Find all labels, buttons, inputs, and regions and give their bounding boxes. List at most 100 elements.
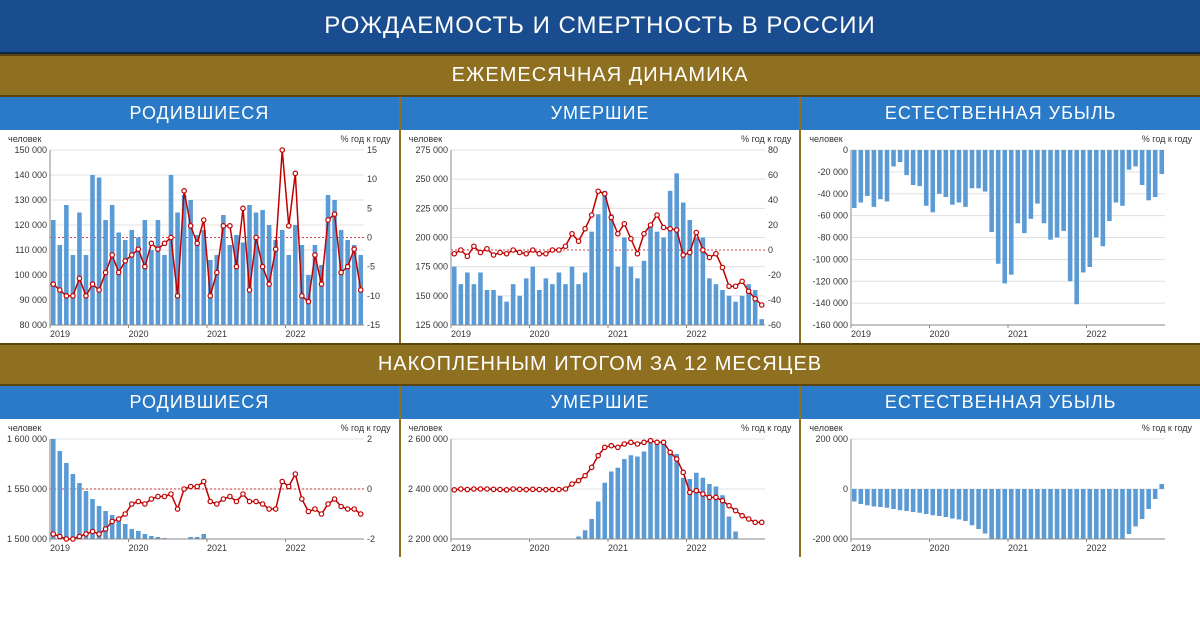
svg-text:-40: -40 [768, 295, 781, 305]
svg-text:-5: -5 [367, 262, 375, 272]
axis-label-right: % год к году [1142, 134, 1192, 144]
svg-text:2022: 2022 [1087, 543, 1107, 553]
svg-text:175 000: 175 000 [415, 262, 448, 272]
chart-header: УМЕРШИЕ [401, 97, 800, 130]
svg-text:2 400 000: 2 400 000 [408, 484, 448, 494]
chart-cell-births-cumulative: РОДИВШИЕСЯ человек % год к году 1 500 00… [0, 386, 399, 557]
chart-header: УМЕРШИЕ [401, 386, 800, 419]
svg-text:0: 0 [367, 484, 372, 494]
chart-cell-deaths-monthly: УМЕРШИЕ человек % год к году 125 000 150 … [399, 97, 800, 343]
svg-text:2020: 2020 [930, 329, 950, 339]
svg-text:2021: 2021 [608, 543, 628, 553]
axis-label-right: % год к году [741, 134, 791, 144]
svg-text:2020: 2020 [529, 329, 549, 339]
svg-text:125 000: 125 000 [415, 320, 448, 330]
chart-header: РОДИВШИЕСЯ [0, 386, 399, 419]
svg-text:225 000: 225 000 [415, 203, 448, 213]
axis-label-left: человек [8, 134, 41, 144]
svg-text:-140 000: -140 000 [813, 298, 849, 308]
svg-text:-40 000: -40 000 [818, 189, 849, 199]
chart-header: ЕСТЕСТВЕННАЯ УБЫЛЬ [801, 386, 1200, 419]
svg-text:2019: 2019 [50, 543, 70, 553]
svg-text:275 000: 275 000 [415, 146, 448, 155]
axis-label-left: человек [8, 423, 41, 433]
svg-text:250 000: 250 000 [415, 174, 448, 184]
svg-text:-80 000: -80 000 [818, 233, 849, 243]
svg-text:40: 40 [768, 195, 778, 205]
svg-text:80 000: 80 000 [19, 320, 47, 330]
svg-text:2019: 2019 [851, 329, 871, 339]
axis-label-right: % год к году [340, 423, 390, 433]
svg-text:150 000: 150 000 [415, 291, 448, 301]
svg-text:2022: 2022 [286, 329, 306, 339]
svg-text:2: 2 [367, 435, 372, 444]
svg-text:2022: 2022 [1087, 329, 1107, 339]
chart-header: ЕСТЕСТВЕННАЯ УБЫЛЬ [801, 97, 1200, 130]
svg-text:80: 80 [768, 146, 778, 155]
chart-cell-decrease-monthly: ЕСТЕСТВЕННАЯ УБЫЛЬ человек % год к году … [799, 97, 1200, 343]
svg-text:-15: -15 [367, 320, 380, 330]
svg-text:2020: 2020 [930, 543, 950, 553]
svg-text:120 000: 120 000 [14, 220, 47, 230]
svg-text:1 550 000: 1 550 000 [7, 484, 47, 494]
chart-svg-deaths-cumulative: 2 200 0002 400 0002 600 0002019202020212… [407, 435, 793, 555]
svg-text:-20 000: -20 000 [818, 167, 849, 177]
axis-label-left: человек [409, 423, 442, 433]
svg-text:130 000: 130 000 [14, 195, 47, 205]
svg-text:2021: 2021 [1008, 543, 1028, 553]
section2-title: НАКОПЛЕННЫМ ИТОГОМ ЗА 12 МЕСЯЦЕВ [0, 343, 1200, 386]
svg-text:2 200 000: 2 200 000 [408, 534, 448, 544]
svg-text:-160 000: -160 000 [813, 320, 849, 330]
svg-text:-2: -2 [367, 534, 375, 544]
svg-text:0: 0 [768, 245, 773, 255]
svg-text:5: 5 [367, 203, 372, 213]
axis-label-left: человек [409, 134, 442, 144]
svg-text:100 000: 100 000 [14, 270, 47, 280]
axis-label-left: человек [809, 423, 842, 433]
svg-text:2021: 2021 [1008, 329, 1028, 339]
svg-text:-60: -60 [768, 320, 781, 330]
axis-label-left: человек [809, 134, 842, 144]
chart-svg-decrease-monthly: -160 000 -140 000 -120 000 -100 000 -80 000 -… [807, 146, 1193, 341]
svg-text:2021: 2021 [608, 329, 628, 339]
chart-svg-births-cumulative: 1 500 000 1 550 000 1 600 000 -2 0 2 2019 2020 2… [6, 435, 392, 555]
svg-text:-10: -10 [367, 291, 380, 301]
chart-svg-decrease-cumulative: -200 000 0 200 000 2019 2020 2021 2022 [807, 435, 1193, 555]
svg-text:2021: 2021 [207, 329, 227, 339]
svg-text:-100 000: -100 000 [813, 254, 849, 264]
svg-text:-120 000: -120 000 [813, 276, 849, 286]
main-title: РОЖДАЕМОСТЬ И СМЕРТНОСТЬ В РОССИИ [0, 0, 1200, 54]
svg-text:0: 0 [843, 146, 848, 155]
svg-text:15: 15 [367, 146, 377, 155]
section1-title: ЕЖЕМЕСЯЧНАЯ ДИНАМИКА [0, 54, 1200, 97]
svg-text:140 000: 140 000 [14, 170, 47, 180]
svg-text:-20: -20 [768, 270, 781, 280]
svg-text:2019: 2019 [50, 329, 70, 339]
svg-text:2022: 2022 [686, 329, 706, 339]
chart-svg-births-monthly: 80 00090 000100 000110 000120 000130 000… [6, 146, 392, 341]
svg-text:2021: 2021 [207, 543, 227, 553]
svg-text:1 500 000: 1 500 000 [7, 534, 47, 544]
axis-label-right: % год к году [741, 423, 791, 433]
svg-text:150 000: 150 000 [14, 146, 47, 155]
svg-text:2019: 2019 [851, 543, 871, 553]
charts-row-monthly: РОДИВШИЕСЯ человек % год к году 80 00090… [0, 97, 1200, 343]
svg-text:2019: 2019 [451, 329, 471, 339]
svg-text:2020: 2020 [129, 543, 149, 553]
chart-header: РОДИВШИЕСЯ [0, 97, 399, 130]
svg-text:60: 60 [768, 170, 778, 180]
svg-text:2022: 2022 [686, 543, 706, 553]
chart-cell-deaths-cumulative: УМЕРШИЕ человек % год к году 2 200 000 2 … [399, 386, 800, 557]
svg-text:110 000: 110 000 [15, 245, 47, 255]
svg-text:1 600 000: 1 600 000 [7, 435, 47, 444]
chart-cell-births-monthly: РОДИВШИЕСЯ человек % год к году 80 00090… [0, 97, 399, 343]
svg-text:20: 20 [768, 220, 778, 230]
svg-text:-200 000: -200 000 [813, 534, 849, 544]
svg-text:10: 10 [367, 174, 377, 184]
chart-cell-decrease-cumulative: ЕСТЕСТВЕННАЯ УБЫЛЬ человек % год к году … [799, 386, 1200, 557]
axis-label-right: % год к году [1142, 423, 1192, 433]
svg-text:0: 0 [843, 484, 848, 494]
svg-text:2022: 2022 [286, 543, 306, 553]
svg-text:2020: 2020 [129, 329, 149, 339]
svg-text:200 000: 200 000 [816, 435, 849, 444]
